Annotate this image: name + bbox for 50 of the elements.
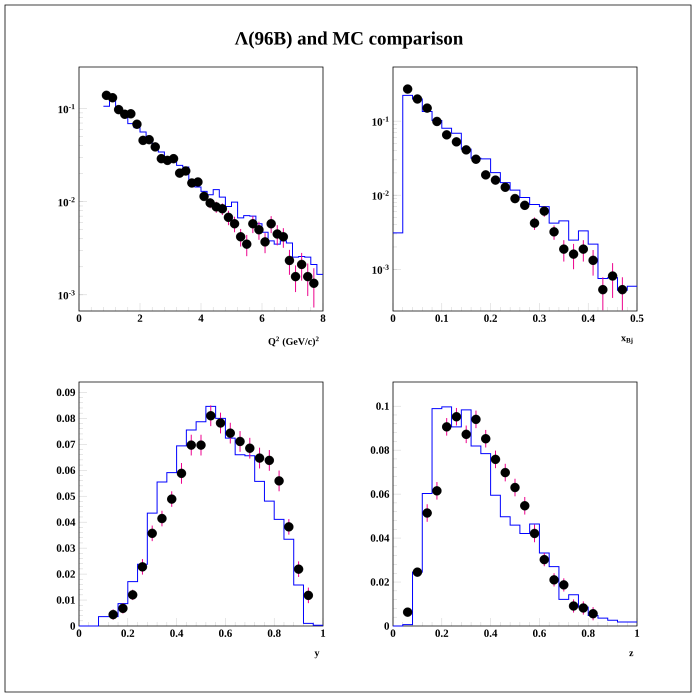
y-tick-label: 0.06 — [56, 466, 76, 474]
x-tick-label: 6 — [260, 314, 264, 322]
y-tick-label: 0.08 — [370, 446, 390, 454]
x-tick-label: 0.4 — [484, 630, 498, 637]
y-tick-label: 0.08 — [56, 414, 76, 422]
x-tick-label: 0 — [76, 314, 82, 322]
y-tick-label: 0 — [70, 622, 76, 630]
y-tick-label: 10$^{-1}$ — [372, 116, 389, 126]
x-tick-label: 0.6 — [532, 630, 546, 637]
y-tick-label: 0 — [384, 622, 390, 630]
y-tick-label: 0.04 — [56, 518, 76, 526]
x-tick-label: 8 — [320, 314, 326, 322]
x-tick-label: 0 — [76, 630, 82, 637]
y-tick-label: 0.09 — [56, 388, 76, 396]
x-tick-label: 2 — [138, 314, 142, 322]
y-tick-label: 10$^{-2}$ — [372, 190, 389, 200]
y-tick-label: 0.03 — [56, 544, 76, 552]
x-tick-label: 0.1 — [435, 314, 448, 322]
chart-title: Λ(96B) and MC comparison — [234, 31, 464, 49]
x-axis-title: x$_{Bj}$ — [621, 336, 633, 344]
x-tick-label: 0.6 — [218, 630, 232, 637]
y-tick-label: 10$^{-3}$ — [372, 264, 389, 274]
x-tick-label: 0.2 — [484, 314, 497, 322]
y-tick-label: 0.02 — [56, 570, 75, 578]
y-tick-label: 0.02 — [370, 578, 390, 586]
x-axis-title: y — [314, 652, 320, 658]
y-tick-label: 0.1 — [376, 402, 389, 410]
x-tick-label: 0.4 — [582, 314, 595, 322]
x-tick-label: 0 — [390, 314, 396, 322]
x-axis-title: Q$^{2}$ (GeV/c)$^{2}$ — [268, 336, 319, 347]
x-tick-label: 4 — [198, 314, 204, 322]
x-axis-title: z — [629, 652, 634, 656]
x-tick-label: 1 — [635, 630, 640, 637]
x-tick-label: 0.8 — [582, 630, 595, 637]
y-tick-label: 10$^{-3}$ — [58, 290, 75, 300]
x-tick-label: 1 — [321, 630, 326, 637]
y-tick-label: 0.04 — [370, 534, 390, 542]
y-tick-label: 10$^{-2}$ — [58, 197, 75, 206]
y-tick-label: 0.06 — [370, 490, 390, 498]
x-tick-label: 0.3 — [532, 314, 546, 322]
y-tick-label: 0.05 — [56, 492, 76, 500]
y-tick-label: 0.07 — [56, 440, 76, 448]
x-tick-label: 0.2 — [121, 630, 134, 637]
x-tick-label: 0.5 — [630, 314, 644, 322]
x-tick-label: 0.4 — [170, 630, 184, 637]
x-tick-label: 0.8 — [268, 630, 281, 637]
x-tick-label: 0 — [390, 630, 396, 637]
x-tick-label: 0.2 — [435, 630, 448, 637]
y-tick-label: 0.01 — [56, 596, 75, 604]
y-tick-label: 10$^{-1}$ — [58, 104, 75, 114]
